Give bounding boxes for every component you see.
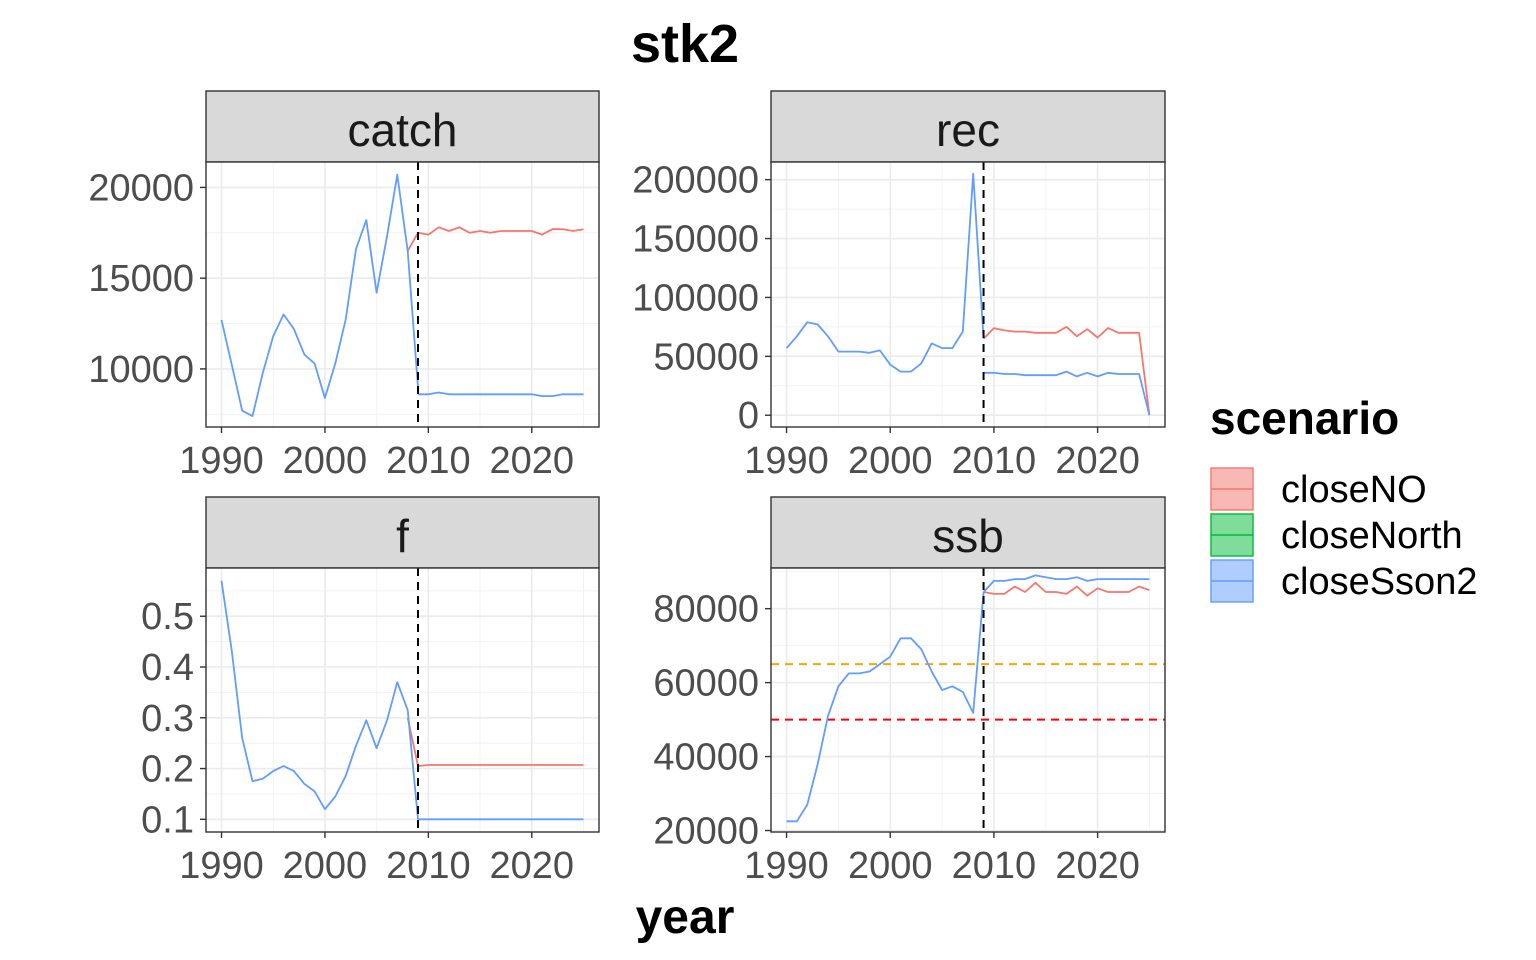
x-tick-label: 2000 [283,440,368,482]
panel-border [770,161,1166,428]
y-tick-label: 20000 [653,811,759,853]
y-tick-label: 150000 [632,219,759,261]
legend-label: closeNO [1281,469,1427,511]
x-tick-label: 2010 [952,440,1037,482]
x-tick-label: 2010 [386,845,471,887]
panel-rec: rec 1990 2000 2010 2020 0 50000 100000 150000 200… [632,90,1166,482]
gridlines-rec [771,162,1165,427]
x-tick-label: 2020 [1055,440,1140,482]
axes-rec: 1990 2000 2010 2020 0 50000 100000 150000 200000 [632,160,1140,482]
x-tick-label: 2010 [386,440,471,482]
y-tick-label: 50000 [653,336,759,378]
x-tick-label: 1990 [744,440,829,482]
x-tick-label: 2000 [283,845,368,887]
gridlines-catch [206,162,599,427]
axes-ssb: 1990 2000 2010 2020 20000 40000 60000 80000 [653,589,1140,887]
series-line-closeSson2 [418,391,584,398]
panel-border [770,567,1166,833]
y-tick-label: 0.4 [141,647,194,689]
y-tick-label: 10000 [88,349,194,391]
strip-rec [770,90,1166,163]
y-tick-label: 0.1 [141,799,194,841]
axes-f: 1990 2000 2010 2020 0.1 0.2 0.3 0.4 0.5 [141,596,574,887]
plot-area-rec [771,162,1165,427]
series-line-historical [786,591,985,823]
y-tick-label: 20000 [88,167,194,209]
plot-area-catch [206,162,599,427]
series-line-historical [785,172,985,373]
strip-label-catch: catch [348,104,458,156]
legend-item-closeSson2: closeSson2 [1210,559,1477,603]
y-tick-label: 0.2 [141,749,194,791]
panel-border [205,567,600,833]
x-tick-label: 2010 [952,845,1037,887]
strip-label-rec: rec [936,104,1000,156]
y-tick-label: 0.5 [141,596,194,638]
gridlines-f [206,568,599,832]
x-tick-label: 1990 [744,845,829,887]
panel-f: f 1990 2000 2010 2020 0.1 0.2 0.3 0.4 0.5 [141,496,600,887]
legend-item-closeNorth: closeNorth [1210,513,1463,557]
chart-title: stk2 [631,14,739,74]
plot-area-ssb [771,568,1165,832]
x-tick-label: 2020 [490,845,575,887]
legend-label: closeSson2 [1281,561,1477,603]
legend-title: scenario [1210,392,1399,444]
strip-label-f: f [396,510,409,562]
legend-item-closeNO: closeNO [1210,467,1427,511]
x-axis-title: year [636,891,735,944]
series-line-closeSson2 [983,370,1151,416]
strip-ssb [770,496,1166,569]
axes-catch: 1990 2000 2010 2020 10000 15000 20000 [88,167,574,482]
x-tick-label: 1990 [179,845,264,887]
series-line-historical [220,173,419,418]
panel-catch: catch 1990 2000 2010 2020 10000 15000 20000 [88,90,600,482]
x-tick-label: 2020 [1055,845,1140,887]
y-tick-label: 100000 [632,277,759,319]
series-line-closeNO [983,581,1150,597]
strip-label-ssb: ssb [932,510,1004,562]
y-tick-label: 40000 [653,737,759,779]
strip-catch [205,90,600,163]
series-line-closeNO [982,325,1151,416]
series-line-closeNO [406,226,584,252]
x-tick-label: 2020 [490,440,575,482]
y-tick-label: 200000 [632,160,759,202]
panel-border [205,161,600,428]
panel-ssb: ssb 1990 2000 2010 2020 20000 40000 60000 80000 [653,496,1166,887]
y-tick-label: 15000 [88,258,194,300]
x-tick-label: 2000 [848,845,933,887]
strip-f [205,496,600,569]
y-tick-label: 0 [738,395,759,437]
series-line-closeNO [406,717,584,767]
y-tick-label: 80000 [653,589,759,631]
y-tick-label: 60000 [653,663,759,705]
legend-label: closeNorth [1281,515,1463,557]
y-tick-label: 0.3 [141,698,194,740]
series-line-historical [220,580,419,820]
x-tick-label: 2000 [848,440,933,482]
plot-area-f [206,568,599,832]
series-line-closeSson2 [982,574,1150,593]
x-tick-label: 1990 [179,440,264,482]
